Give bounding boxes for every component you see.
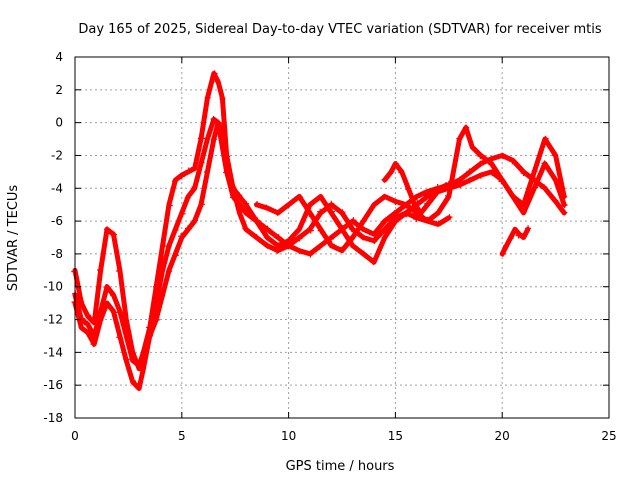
series-6 [499, 225, 532, 257]
plot-frame [74, 56, 610, 419]
y-tick-label: 2 [55, 83, 63, 97]
series-trace [382, 161, 450, 216]
x-axis-label: GPS time / hours [286, 459, 395, 474]
y-tick-label: -6 [51, 214, 63, 228]
y-tick-label: -10 [43, 280, 63, 294]
x-tick-label: 10 [281, 429, 296, 443]
y-tick-label: -4 [51, 181, 63, 195]
y-tick-label: -18 [43, 411, 63, 425]
x-tick-label: 25 [601, 429, 616, 443]
x-tick-label: 15 [388, 429, 403, 443]
y-tick-label: -8 [51, 247, 63, 261]
series-trace [499, 226, 531, 257]
y-tick-label: 0 [55, 116, 63, 130]
y-tick-label: -16 [43, 378, 63, 392]
series-trace [254, 193, 452, 254]
x-tick-label: 5 [178, 429, 186, 443]
y-tick-label: -2 [51, 148, 63, 162]
chart-title: Day 165 of 2025, Sidereal Day-to-day VTE… [78, 22, 602, 37]
data-points [71, 70, 568, 391]
series-trace [72, 120, 567, 391]
y-tick-label: -14 [43, 345, 63, 359]
series-trace [72, 70, 567, 368]
y-tick-label: -12 [43, 313, 63, 327]
y-axis-label: SDTVAR / TECUs [6, 185, 21, 292]
y-tick-label: 4 [55, 50, 63, 64]
grid [75, 57, 609, 418]
series-3 [71, 120, 568, 391]
x-tick-label: 20 [495, 429, 510, 443]
series-5 [381, 160, 450, 216]
x-tick-label: 0 [71, 429, 79, 443]
series-4 [254, 193, 453, 254]
